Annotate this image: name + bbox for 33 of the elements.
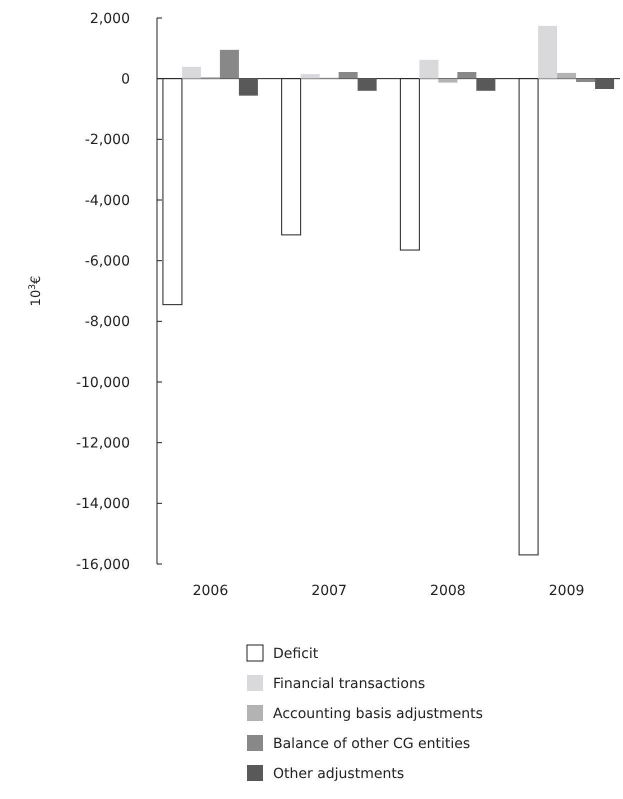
y-tick-label: 0 bbox=[121, 72, 130, 88]
y-tick-label: -8,000 bbox=[84, 314, 130, 330]
legend-label: Financial transactions bbox=[273, 676, 426, 692]
legend-label: Deficit bbox=[273, 646, 319, 662]
x-tick-label: 2006 bbox=[192, 583, 228, 599]
y-tick-label: 2,000 bbox=[90, 10, 130, 27]
bar bbox=[538, 26, 558, 79]
y-tick-label: -6,000 bbox=[84, 254, 130, 270]
legend-label: Other adjustments bbox=[273, 766, 404, 782]
x-tick-label: 2009 bbox=[548, 583, 584, 599]
y-tick-label: -14,000 bbox=[76, 496, 130, 512]
bar bbox=[182, 66, 201, 79]
legend-label: Accounting basis adjustments bbox=[273, 706, 483, 722]
bar bbox=[438, 78, 458, 83]
y-tick-label: -4,000 bbox=[84, 192, 130, 209]
bar bbox=[576, 78, 596, 82]
bar bbox=[595, 78, 614, 89]
bar bbox=[419, 60, 438, 79]
y-tick-label: -10,000 bbox=[76, 374, 130, 391]
bar bbox=[220, 50, 239, 79]
y-tick-label: -12,000 bbox=[76, 436, 130, 452]
y-tick-label: -2,000 bbox=[84, 132, 130, 148]
bar bbox=[476, 78, 496, 91]
bar bbox=[358, 78, 377, 91]
bar bbox=[457, 72, 476, 79]
bar bbox=[238, 78, 258, 96]
bar bbox=[557, 72, 576, 79]
x-tick-label: 2008 bbox=[430, 583, 466, 599]
bar bbox=[338, 72, 358, 79]
y-tick-label: -16,000 bbox=[76, 556, 130, 573]
legend-label: Balance of other CG entities bbox=[273, 736, 470, 752]
x-tick-label: 2007 bbox=[311, 583, 347, 599]
bar bbox=[300, 74, 320, 79]
